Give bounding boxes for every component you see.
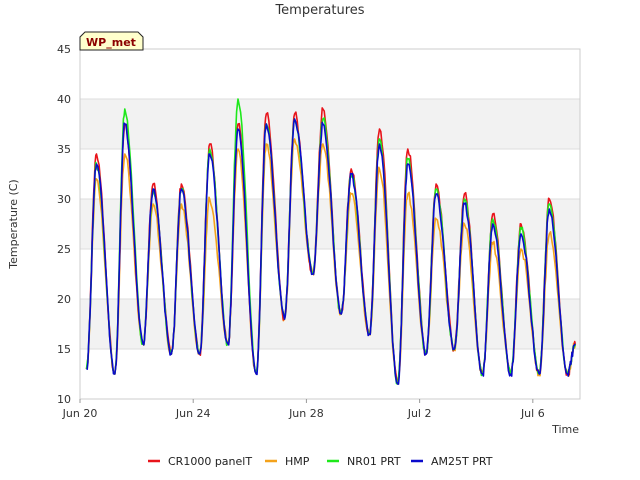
background-band [80, 299, 580, 349]
site-label-box: WP_met [79, 31, 144, 51]
series-line-am25t-prt [86, 118, 576, 385]
legend-item: AM25T PRT [411, 455, 493, 468]
y-axis-ticks: 10 15 20 25 30 35 40 45 [57, 43, 71, 406]
y-tick-label: 35 [57, 143, 71, 156]
legend-item: NR01 PRT [327, 455, 401, 468]
x-axis-ticks: Jun 20 Jun 24 Jun 28 Jul 2 Jul 6 [62, 399, 545, 420]
y-tick-label: 45 [57, 43, 71, 56]
x-tick-label: Jun 20 [62, 407, 98, 420]
site-label: WP_met [86, 36, 136, 49]
background-band [80, 99, 580, 149]
series-lines [85, 98, 577, 385]
chart-title: Temperatures [274, 3, 364, 18]
legend-item: CR1000 panelT [148, 455, 252, 468]
site-label-background [79, 31, 144, 51]
legend-label: NR01 PRT [347, 455, 401, 468]
background-bands [80, 99, 580, 349]
y-tick-label: 10 [57, 393, 71, 406]
legend-label: AM25T PRT [431, 455, 493, 468]
x-tick-label: Jul 6 [520, 407, 545, 420]
y-tick-label: 40 [57, 93, 71, 106]
y-tick-label: 30 [57, 193, 71, 206]
y-tick-label: 25 [57, 243, 71, 256]
legend-label: HMP [285, 455, 310, 468]
y-axis-title: Temperature (C) [7, 179, 20, 269]
plot-frame [79, 48, 581, 400]
x-tick-label: Jun 24 [175, 407, 211, 420]
legend-label: CR1000 panelT [168, 455, 252, 468]
x-axis-title: Time [551, 423, 579, 436]
legend-item: HMP [265, 455, 310, 468]
x-tick-label: Jun 28 [288, 407, 324, 420]
y-tick-label: 15 [57, 343, 71, 356]
y-tick-label: 20 [57, 293, 71, 306]
x-tick-label: Jul 2 [407, 407, 432, 420]
legend: CR1000 panelT HMP NR01 PRT AM25T PRT [148, 455, 493, 468]
